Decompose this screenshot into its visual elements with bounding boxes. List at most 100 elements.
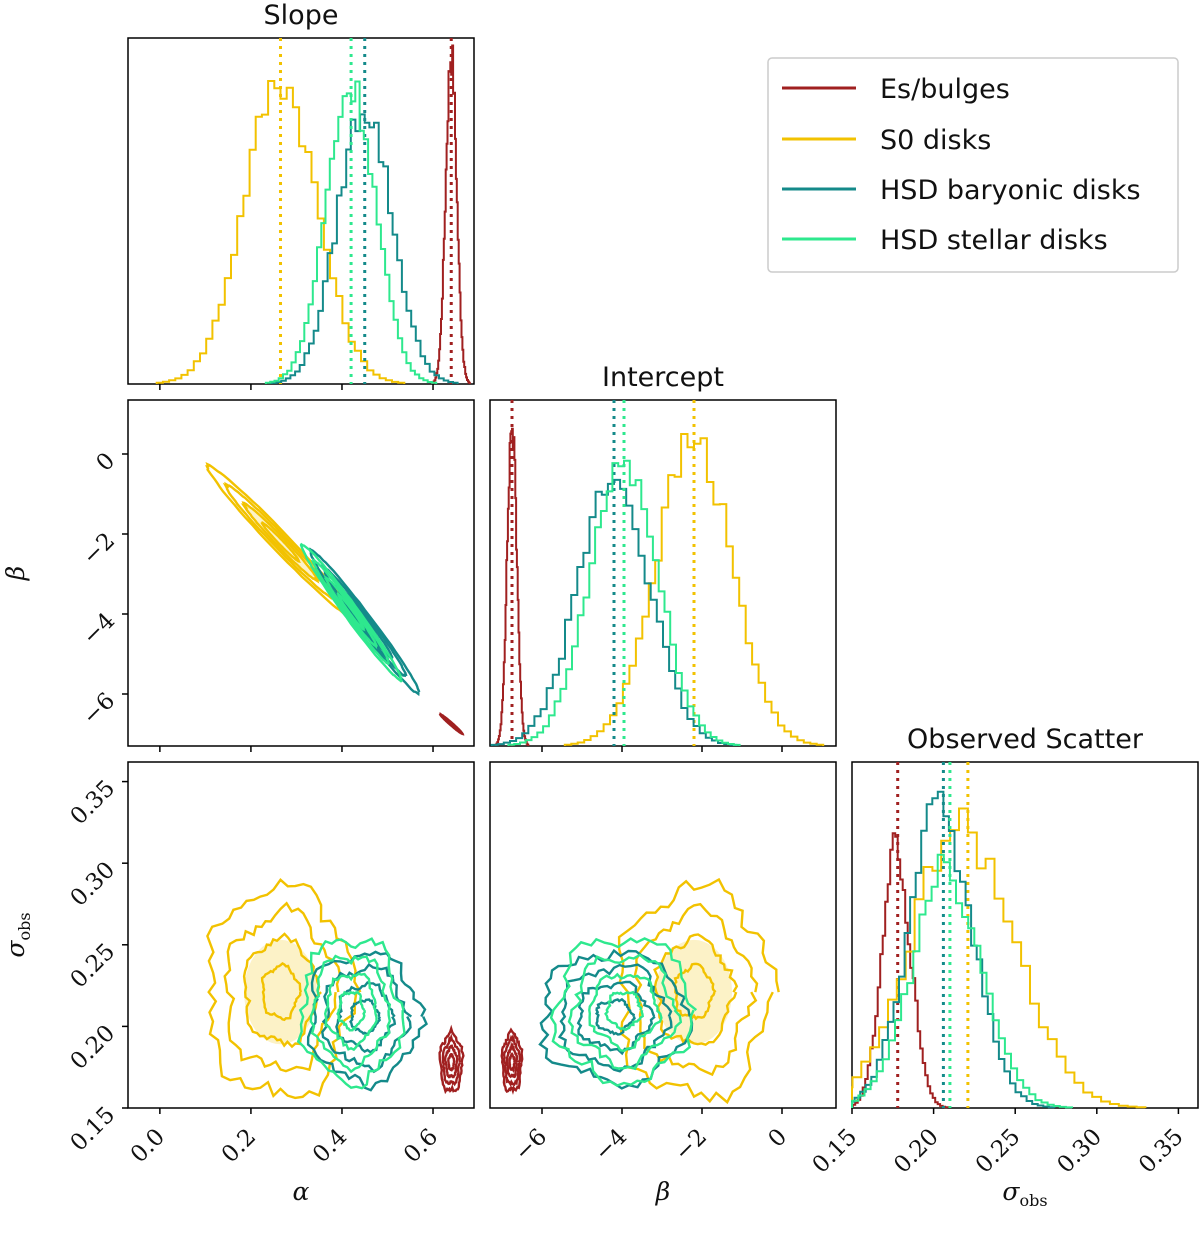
contour-es-bulges (505, 1041, 519, 1079)
frame (489, 761, 837, 1109)
x-tick-label: 0.20 (889, 1124, 944, 1179)
density-fill (244, 939, 317, 1045)
xlabel-sigma-symbol: σ (1002, 1177, 1020, 1206)
contour-hsd-stellar-disks (310, 558, 390, 666)
contour-layer (205, 461, 465, 736)
contour-es-bulges (500, 1027, 524, 1095)
legend-entry: HSD stellar disks (782, 225, 1108, 256)
y-tick-label: 0.35 (66, 775, 121, 830)
legend: Es/bulges S0 disks HSD baryonic disks HS… (767, 57, 1179, 273)
panel-beta-sigma (489, 761, 837, 1109)
y-tick-label: 0.20 (66, 1020, 121, 1075)
density-fill (244, 504, 317, 580)
y-tick-label: 0 (92, 448, 121, 477)
ylabel-beta: β (1, 566, 30, 581)
hist-hsd-stellar-disks (264, 80, 438, 384)
frame (127, 761, 475, 1109)
contour-hsd-stellar-disks (336, 990, 366, 1032)
x-tick-label: −4 (590, 1124, 632, 1166)
contour-es-bulges (444, 1044, 459, 1079)
hist-s0-disks (851, 807, 1147, 1109)
x-tick-label: −6 (510, 1124, 552, 1166)
contour-es-bulges (438, 1024, 465, 1095)
contour-hsd-baryonic-disks (321, 962, 413, 1074)
hist-hsd-stellar-disks (507, 459, 741, 746)
contour-hsd-stellar-disks (588, 972, 663, 1053)
ylabel-sigma-symbol: σ (1, 940, 30, 958)
panel-sigma-hist: Observed Scatter (851, 724, 1199, 1109)
contour-hsd-stellar-disks (299, 542, 403, 683)
contour-s0-disks (240, 500, 320, 584)
contour-hsd-baryonic-disks (349, 998, 381, 1036)
contour-hsd-stellar-disks (567, 953, 683, 1071)
hist-s0-disks (563, 433, 825, 746)
contour-es-bulges (441, 1033, 462, 1087)
hist-hsd-stellar-disks (851, 853, 1073, 1109)
panel-alpha-sigma (127, 761, 475, 1109)
x-tick-label: 0.6 (399, 1124, 443, 1168)
title-slope: Slope (264, 0, 339, 31)
contour-es-bulges (438, 712, 465, 736)
xlabel-sigma: σobs (1002, 1177, 1047, 1210)
x-tick-label: 0 (764, 1124, 793, 1153)
legend-entry: Es/bulges (782, 74, 1010, 105)
hist-es-bulges (431, 44, 471, 384)
contour-hsd-stellar-disks (336, 591, 366, 632)
x-tick-label: 0.35 (1134, 1124, 1189, 1179)
ylabel-sigma: σobs (1, 912, 34, 957)
hist-s0-disks (155, 80, 406, 384)
contour-hsd-baryonic-disks (335, 981, 397, 1054)
contour-s0-disks (673, 962, 717, 1021)
title-observed-scatter: Observed Scatter (907, 724, 1144, 755)
hist-es-bulges (851, 832, 949, 1109)
x-tick-label: 0.25 (971, 1124, 1026, 1179)
y-tick-label: −6 (78, 688, 120, 730)
panel-alpha-beta (127, 399, 475, 747)
xlabel-sigma-sub: obs (1019, 1191, 1047, 1210)
panel-beta-hist: Intercept (489, 362, 837, 747)
legend-label: Es/bulges (880, 74, 1010, 105)
contour-s0-disks (206, 878, 362, 1100)
x-tick-label: −2 (670, 1124, 712, 1166)
contour-hsd-stellar-disks (309, 954, 392, 1074)
xlabel-beta: β (655, 1177, 670, 1206)
y-tick-label: −2 (78, 528, 120, 570)
y-tick-label: −4 (78, 608, 120, 650)
contour-hsd-baryonic-disks (557, 963, 673, 1073)
frame (127, 399, 475, 747)
contour-s0-disks (653, 933, 739, 1047)
contour-s0-disks (242, 932, 322, 1049)
contour-layer (500, 877, 780, 1105)
ylabel-sigma-sub: obs (15, 912, 34, 940)
contour-hsd-baryonic-disks (576, 980, 656, 1056)
x-tick-label: 0.2 (217, 1124, 261, 1168)
legend-label: HSD stellar disks (880, 225, 1108, 256)
frame (851, 761, 1199, 1109)
legend-label: S0 disks (880, 125, 991, 156)
y-tick-label: 0.30 (66, 857, 121, 912)
x-tick-label: 0.4 (308, 1124, 352, 1168)
xlabel-alpha: α (293, 1177, 310, 1206)
contour-hsd-stellar-disks (323, 574, 379, 649)
panel-alpha-hist: Slope (127, 0, 475, 385)
contour-s0-disks (223, 901, 342, 1073)
contour-layer (206, 878, 465, 1100)
contour-s0-disks (633, 902, 759, 1077)
legend-label: HSD baryonic disks (880, 175, 1141, 206)
contour-s0-disks (260, 521, 302, 563)
contour-es-bulges (508, 1052, 516, 1074)
x-tick-label: 0.30 (1052, 1124, 1107, 1179)
contour-hsd-stellar-disks (549, 937, 698, 1087)
y-tick-label: 0.15 (66, 1102, 121, 1157)
frame (127, 37, 475, 385)
contour-hsd-stellar-disks (323, 972, 378, 1052)
title-intercept: Intercept (602, 362, 724, 393)
contour-hsd-baryonic-disks (306, 950, 428, 1092)
legend-entry: S0 disks (782, 125, 991, 156)
x-tick-label: 0.15 (808, 1124, 863, 1179)
x-tick-label: 0.0 (126, 1124, 170, 1168)
y-tick-label: 0.25 (66, 939, 121, 994)
contour-s0-disks (260, 962, 303, 1022)
frame (489, 399, 837, 747)
